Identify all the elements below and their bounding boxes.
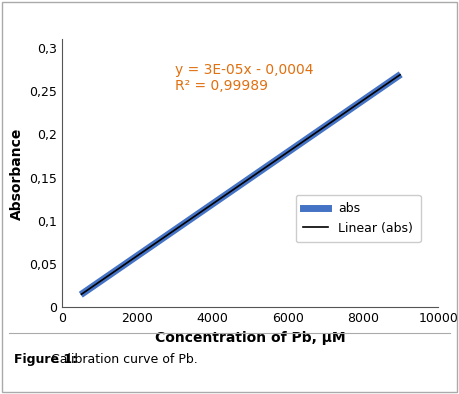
Line: abs: abs bbox=[81, 74, 401, 295]
Linear (abs) bbox=[398, 72, 403, 77]
Line: Linear (abs): Linear (abs) bbox=[81, 74, 401, 295]
abs bbox=[390, 77, 396, 82]
abs bbox=[398, 72, 403, 77]
Legend: abs, Linear (abs): abs, Linear (abs) bbox=[296, 195, 421, 242]
Linear (abs) bbox=[390, 77, 396, 82]
abs bbox=[269, 161, 274, 166]
abs bbox=[340, 112, 346, 117]
Linear (abs) bbox=[78, 292, 84, 297]
X-axis label: Concentration of Pb, μM: Concentration of Pb, μM bbox=[155, 331, 346, 345]
abs bbox=[251, 173, 257, 178]
Linear (abs) bbox=[269, 161, 274, 166]
Text: Calibration curve of Pb.: Calibration curve of Pb. bbox=[47, 353, 198, 366]
abs bbox=[230, 188, 235, 192]
Linear (abs) bbox=[230, 188, 235, 192]
Text: y = 3E-05x - 0,0004
R² = 0,99989: y = 3E-05x - 0,0004 R² = 0,99989 bbox=[175, 63, 313, 93]
abs bbox=[232, 186, 237, 191]
Linear (abs) bbox=[251, 173, 257, 178]
Text: Figure 1:: Figure 1: bbox=[14, 353, 77, 366]
Linear (abs) bbox=[232, 186, 237, 191]
abs bbox=[78, 292, 84, 297]
Y-axis label: Absorbance: Absorbance bbox=[10, 127, 23, 219]
Linear (abs) bbox=[340, 112, 346, 117]
